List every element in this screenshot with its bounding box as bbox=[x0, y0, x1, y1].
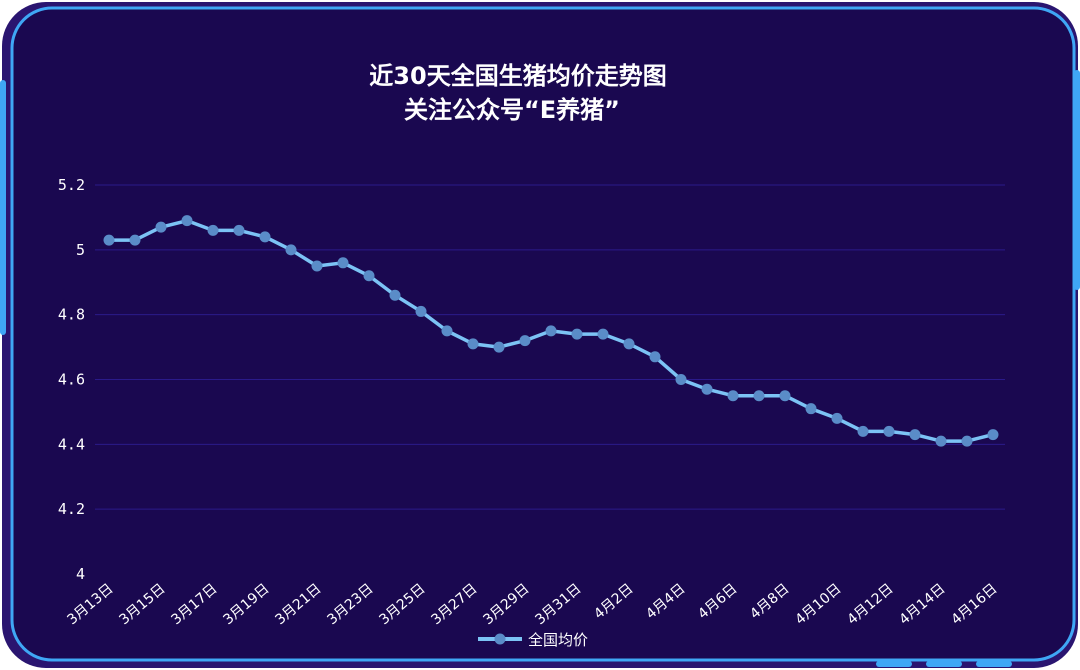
y-tick-label: 4.6 bbox=[58, 371, 85, 389]
data-point[interactable] bbox=[103, 234, 115, 246]
y-tick-label: 4.4 bbox=[58, 435, 85, 453]
frame-accent-bottom-3 bbox=[976, 661, 1012, 667]
chart-subtitle: 关注公众号“E养猪” bbox=[404, 96, 620, 124]
data-point[interactable] bbox=[259, 231, 271, 243]
data-point[interactable] bbox=[389, 289, 401, 301]
legend-label: 全国均价 bbox=[528, 631, 588, 649]
data-point[interactable] bbox=[363, 270, 375, 282]
data-point[interactable] bbox=[805, 403, 817, 415]
data-point[interactable] bbox=[675, 374, 687, 385]
data-point[interactable] bbox=[987, 429, 999, 441]
data-point[interactable] bbox=[727, 390, 739, 402]
frame-accent-left bbox=[0, 80, 6, 335]
data-point[interactable] bbox=[701, 383, 713, 395]
data-point[interactable] bbox=[649, 351, 661, 363]
data-point[interactable] bbox=[207, 224, 219, 236]
legend[interactable]: 全国均价 bbox=[478, 631, 588, 649]
y-tick-label: 4.8 bbox=[58, 306, 85, 324]
y-axis: 4 4.2 4.4 4.6 4.8 5 5.2 bbox=[58, 176, 85, 583]
chart-title: 近30天全国生猪均价走势图 bbox=[369, 62, 666, 90]
data-point[interactable] bbox=[961, 435, 973, 447]
data-point[interactable] bbox=[129, 234, 141, 246]
data-point[interactable] bbox=[753, 390, 765, 402]
data-point[interactable] bbox=[935, 435, 947, 447]
data-point[interactable] bbox=[441, 325, 453, 337]
data-point[interactable] bbox=[545, 325, 557, 337]
data-point[interactable] bbox=[909, 429, 921, 441]
frame-accent-bottom-1 bbox=[876, 661, 912, 667]
data-point[interactable] bbox=[597, 328, 609, 340]
data-point[interactable] bbox=[623, 338, 635, 350]
data-point[interactable] bbox=[337, 257, 349, 269]
data-point[interactable] bbox=[311, 260, 323, 272]
series-layer bbox=[103, 215, 999, 447]
data-point[interactable] bbox=[233, 224, 245, 236]
data-point[interactable] bbox=[779, 390, 791, 402]
y-tick-label: 5 bbox=[76, 241, 85, 259]
data-point[interactable] bbox=[883, 425, 895, 437]
data-point[interactable] bbox=[831, 412, 843, 424]
y-tick-label: 4.2 bbox=[58, 500, 85, 518]
grid-layer bbox=[95, 184, 1005, 510]
data-point[interactable] bbox=[493, 341, 505, 353]
y-tick-label: 5.2 bbox=[58, 176, 85, 194]
data-point[interactable] bbox=[181, 215, 193, 227]
data-point[interactable] bbox=[415, 305, 427, 317]
legend-marker-icon bbox=[494, 633, 506, 645]
frame-accent-right bbox=[1074, 70, 1080, 290]
data-point[interactable] bbox=[155, 221, 167, 233]
data-point[interactable] bbox=[519, 335, 531, 347]
data-point[interactable] bbox=[467, 338, 479, 350]
frame-accent-bottom-2 bbox=[926, 661, 962, 667]
data-point[interactable] bbox=[857, 425, 869, 437]
y-tick-label: 4 bbox=[76, 565, 85, 583]
data-point[interactable] bbox=[285, 244, 297, 256]
data-point[interactable] bbox=[571, 328, 583, 340]
